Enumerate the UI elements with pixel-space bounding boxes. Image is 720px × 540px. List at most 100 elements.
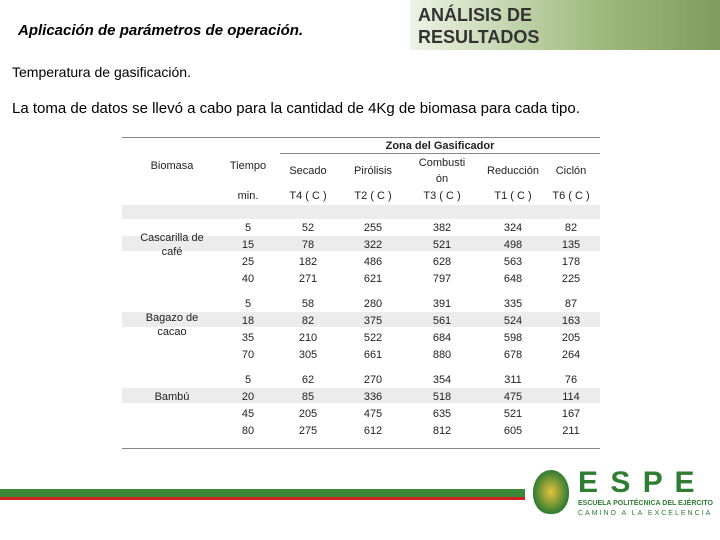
cell: 270 (363, 374, 383, 386)
cell: 52 (301, 222, 315, 234)
cell: 880 (432, 349, 452, 361)
section-title: ANÁLISIS DE RESULTADOS (418, 5, 540, 47)
cell: 486 (363, 256, 383, 268)
cell: 205 (561, 332, 581, 344)
cell: 678 (503, 349, 523, 361)
biomass-label: Bagazo de cacao (145, 312, 199, 338)
cell: 182 (298, 256, 318, 268)
column-header: Pirólisis (354, 165, 392, 177)
cell: 375 (363, 315, 383, 327)
cell: 612 (363, 425, 383, 437)
cell: 80 (241, 425, 255, 437)
cell: 563 (503, 256, 523, 268)
section-banner (410, 0, 720, 50)
cell: 498 (503, 239, 523, 251)
zone-line (280, 153, 600, 154)
unit-label: min. (237, 190, 259, 202)
cell: 18 (241, 315, 255, 327)
cell: 15 (241, 239, 255, 251)
cell: 255 (363, 222, 383, 234)
cell: 82 (301, 315, 315, 327)
cell: 275 (298, 425, 318, 437)
band (122, 205, 600, 219)
cell: 475 (363, 408, 383, 420)
cell: 58 (301, 298, 315, 310)
cell: 20 (241, 391, 255, 403)
cell: 271 (298, 273, 318, 285)
band (122, 388, 600, 403)
column-header: Secado (289, 165, 327, 177)
cell: 322 (363, 239, 383, 251)
cell: 621 (363, 273, 383, 285)
cell: 518 (432, 391, 452, 403)
cell: 598 (503, 332, 523, 344)
unit-label: T3 ( C ) (423, 190, 461, 202)
cell: 264 (561, 349, 581, 361)
cell: 163 (561, 315, 581, 327)
cell: 628 (432, 256, 452, 268)
cell: 475 (503, 391, 523, 403)
unit-label: T1 ( C ) (494, 190, 532, 202)
column-header: Reducción (487, 165, 539, 177)
cell: 167 (561, 408, 581, 420)
cell: 280 (363, 298, 383, 310)
band (122, 236, 600, 251)
cell: 797 (432, 273, 452, 285)
cell: 114 (562, 391, 580, 403)
cell: 305 (298, 349, 318, 361)
cell: 5 (244, 222, 252, 234)
cell: 25 (241, 256, 255, 268)
cell: 521 (432, 239, 452, 251)
zone-header: Zona del Gasificador (385, 140, 495, 152)
cell: 524 (503, 315, 523, 327)
cell: 82 (564, 222, 578, 234)
cell: 522 (363, 332, 383, 344)
logo-name: E S P E (578, 466, 697, 499)
unit-label: T6 ( C ) (552, 190, 590, 202)
cell: 648 (503, 273, 523, 285)
cell: 812 (432, 425, 452, 437)
biomass-label: Bambú (154, 391, 190, 403)
band (122, 312, 600, 327)
logo-motto: CAMINO A LA EXCELENCIA (578, 510, 713, 517)
cell: 5 (244, 374, 252, 386)
cell: 210 (298, 332, 318, 344)
column-header: Combustión (418, 157, 466, 185)
cell: 78 (301, 239, 315, 251)
red-stripe (0, 497, 525, 500)
cell: 561 (432, 315, 452, 327)
cell: 178 (561, 256, 581, 268)
cell: 324 (503, 222, 523, 234)
column-header: Biomasa (150, 160, 194, 172)
cell: 205 (298, 408, 318, 420)
cell: 135 (561, 239, 581, 251)
subtitle: Temperatura de gasificación. (12, 64, 191, 80)
cell: 336 (363, 391, 383, 403)
cell: 661 (363, 349, 383, 361)
cell: 382 (432, 222, 452, 234)
logo-institution: ESCUELA POLITÉCNICA DEL EJÉRCITO (578, 500, 713, 507)
logo-emblem (533, 470, 569, 514)
cell: 87 (564, 298, 578, 310)
cell: 35 (241, 332, 255, 344)
cell: 684 (432, 332, 452, 344)
unit-label: T2 ( C ) (354, 190, 392, 202)
cell: 605 (503, 425, 523, 437)
cell: 40 (241, 273, 255, 285)
description: La toma de datos se llevó a cabo para la… (12, 100, 580, 117)
green-stripe (0, 489, 525, 497)
cell: 225 (561, 273, 581, 285)
cell: 354 (432, 374, 452, 386)
table-bottom-line (122, 448, 600, 449)
table-top-line (122, 137, 600, 138)
unit-label: T4 ( C ) (289, 190, 327, 202)
cell: 62 (301, 374, 315, 386)
cell: 211 (562, 425, 580, 437)
cell: 70 (241, 349, 255, 361)
column-header: Ciclón (555, 165, 587, 177)
cell: 635 (432, 408, 452, 420)
slide-title: Aplicación de parámetros de operación. (18, 22, 304, 39)
biomass-label: Cascarilla de café (140, 232, 204, 258)
